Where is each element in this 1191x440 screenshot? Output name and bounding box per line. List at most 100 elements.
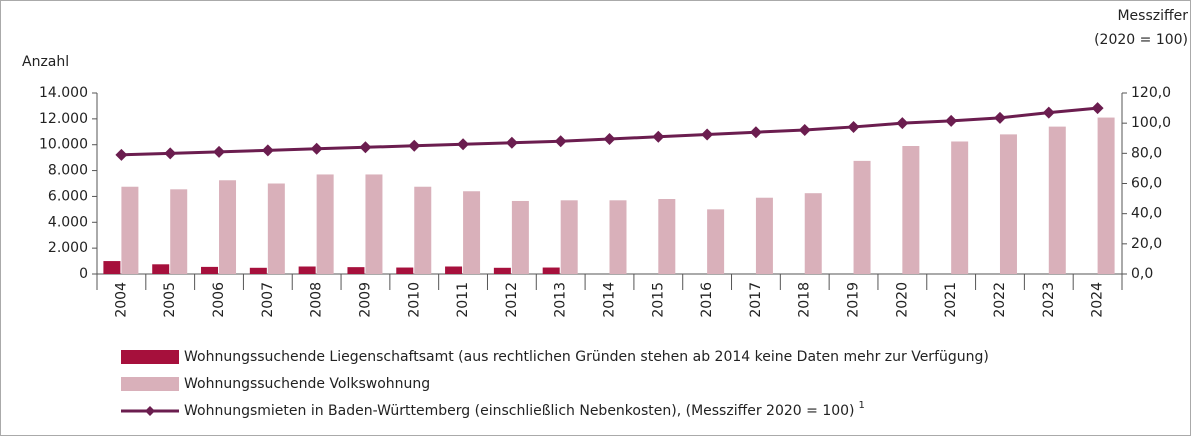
y-tick-label: 10.000: [39, 137, 88, 153]
bar: [347, 267, 365, 274]
legend-swatch: [145, 406, 155, 416]
x-tick-label: 2007: [260, 282, 276, 318]
y-tick-label: 8.000: [48, 163, 88, 179]
x-tick-label: 2008: [309, 282, 325, 318]
bar: [511, 200, 529, 274]
bar: [542, 267, 560, 274]
bar: [463, 191, 481, 274]
y-axis-label: Anzahl: [22, 54, 69, 70]
bar: [493, 267, 511, 274]
y-tick-label: 0: [79, 266, 88, 282]
legend-label: Wohnungssuchende Volkswohnung: [184, 376, 430, 392]
legend-text: Wohnungssuchende Liegenschaftsamt (aus r…: [184, 349, 989, 365]
line-marker: [213, 145, 226, 158]
bar: [396, 267, 414, 274]
x-tick-label: 2015: [650, 282, 666, 318]
bar: [249, 267, 267, 274]
y2-axis-label: (2020 = 100): [1094, 32, 1188, 48]
x-tick-label: 2021: [943, 282, 959, 318]
legend-text: Wohnungssuchende Volkswohnung: [184, 376, 430, 392]
line-marker: [652, 130, 665, 143]
x-tick-label: 2017: [748, 282, 764, 318]
y2-tick-label: 40,0: [1131, 206, 1162, 222]
line-marker: [164, 147, 177, 160]
y2-tick-label: 60,0: [1131, 176, 1162, 192]
y-tick-label: 6.000: [48, 188, 88, 204]
line-marker: [945, 114, 958, 127]
bar: [219, 180, 237, 274]
bar: [609, 200, 627, 274]
bar: [804, 193, 822, 274]
bar: [755, 197, 773, 274]
line-marker: [798, 123, 811, 136]
bar: [902, 146, 920, 274]
x-tick-label: 2013: [553, 282, 569, 318]
bar: [103, 261, 121, 274]
y2-tick-label: 80,0: [1131, 145, 1162, 161]
bar: [365, 174, 383, 274]
x-tick-label: 2011: [455, 282, 471, 318]
line-marker: [847, 120, 860, 133]
x-tick-label: 2016: [699, 282, 715, 318]
legend-label: Wohnungsmieten in Baden-Württemberg (ein…: [184, 400, 865, 419]
y2-tick-label: 20,0: [1131, 236, 1162, 252]
bar: [152, 264, 170, 274]
x-tick-label: 2022: [992, 282, 1008, 318]
x-tick-label: 2012: [504, 282, 520, 318]
line-marker: [554, 135, 567, 148]
x-tick-label: 2014: [602, 282, 618, 318]
y-tick-label: 4.000: [48, 214, 88, 230]
x-tick-label: 2005: [162, 282, 178, 318]
line-marker: [261, 144, 274, 157]
y-tick-label: 12.000: [39, 111, 88, 127]
bar: [853, 160, 871, 274]
y2-axis-label: Messziffer: [1117, 8, 1188, 24]
bar: [414, 186, 432, 274]
y-tick-label: 2.000: [48, 240, 88, 256]
legend-swatch: [121, 377, 179, 391]
bar: [999, 134, 1017, 274]
line-marker: [749, 126, 762, 139]
line-marker: [896, 117, 909, 130]
bar: [316, 174, 334, 274]
line-marker: [505, 136, 518, 149]
line-marker: [457, 138, 470, 151]
legend-swatch: [121, 350, 179, 364]
bar: [560, 200, 578, 274]
bar: [170, 189, 188, 274]
y2-tick-label: 100,0: [1131, 115, 1171, 131]
x-tick-label: 2024: [1090, 282, 1106, 318]
bar: [121, 186, 139, 274]
line-marker: [310, 142, 323, 155]
x-tick-label: 2020: [894, 282, 910, 318]
line-marker: [1042, 106, 1055, 119]
x-tick-label: 2006: [211, 282, 227, 318]
x-tick-label: 2010: [406, 282, 422, 318]
line-marker: [701, 128, 714, 141]
y2-tick-label: 0,0: [1131, 266, 1153, 282]
y-tick-label: 14.000: [39, 85, 88, 101]
line-marker: [359, 141, 372, 154]
x-tick-label: 2004: [113, 282, 129, 318]
x-tick-label: 2023: [1041, 282, 1057, 318]
y2-tick-label: 120,0: [1131, 85, 1171, 101]
line-marker: [115, 148, 128, 161]
bar: [707, 209, 725, 274]
bar: [1097, 117, 1115, 274]
bar: [298, 266, 316, 274]
bar: [658, 199, 676, 274]
legend-text: Wohnungsmieten in Baden-Württemberg (ein…: [184, 403, 855, 419]
line-marker: [408, 139, 421, 152]
bar: [1048, 126, 1066, 274]
line-marker: [1091, 102, 1104, 115]
x-tick-label: 2009: [357, 282, 373, 318]
legend-footnote: 1: [859, 400, 865, 411]
legend-label: Wohnungssuchende Liegenschaftsamt (aus r…: [184, 349, 989, 365]
x-tick-label: 2019: [846, 282, 862, 318]
line-marker: [603, 133, 616, 146]
bar: [445, 266, 463, 274]
bar: [267, 183, 285, 274]
bar: [201, 266, 219, 274]
x-tick-label: 2018: [797, 282, 813, 318]
